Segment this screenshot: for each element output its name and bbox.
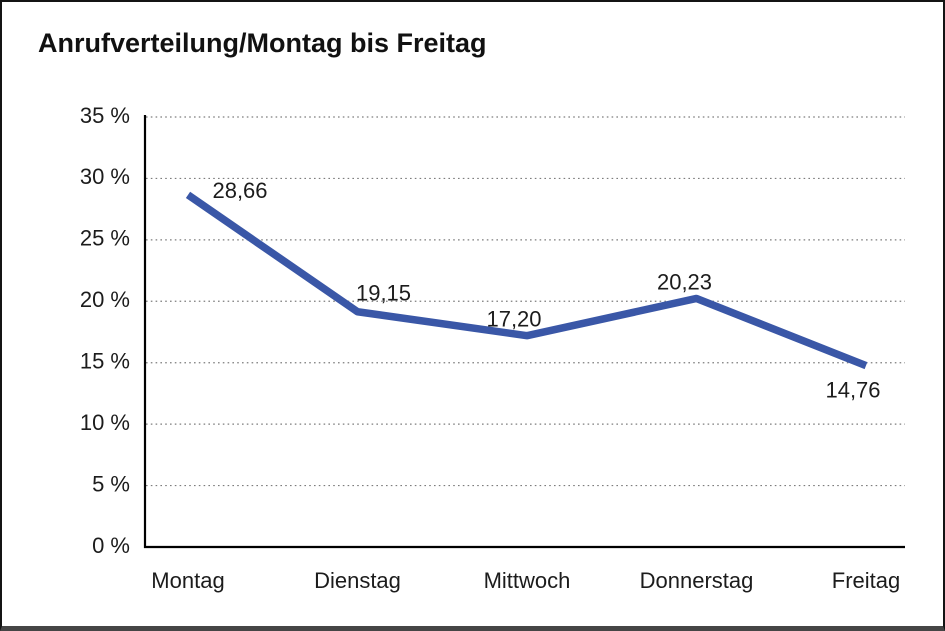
data-point-label: 28,66 xyxy=(212,178,267,203)
x-axis-category-label: Freitag xyxy=(832,568,900,593)
x-axis-category-label: Mittwoch xyxy=(484,568,571,593)
y-axis-tick-label: 30 % xyxy=(80,164,130,189)
y-axis-tick-label: 0 % xyxy=(92,533,130,558)
y-axis-tick-label: 35 % xyxy=(80,103,130,128)
y-axis-tick-label: 5 % xyxy=(92,471,130,496)
chart-title: Anrufverteilung/Montag bis Freitag xyxy=(38,28,487,58)
data-point-label: 14,76 xyxy=(825,378,880,403)
y-axis-tick-label: 15 % xyxy=(80,349,130,374)
y-axis-tick-label: 10 % xyxy=(80,410,130,435)
x-axis-category-label: Montag xyxy=(151,568,224,593)
x-axis-category-label: Dienstag xyxy=(314,568,401,593)
y-axis-tick-label: 20 % xyxy=(80,287,130,312)
x-axis-category-label: Donnerstag xyxy=(640,568,754,593)
data-point-label: 20,23 xyxy=(657,269,712,294)
data-point-label: 19,15 xyxy=(356,281,411,306)
y-axis-tick-label: 25 % xyxy=(80,226,130,251)
data-point-label: 17,20 xyxy=(486,307,541,332)
data-series-line xyxy=(185,191,868,370)
